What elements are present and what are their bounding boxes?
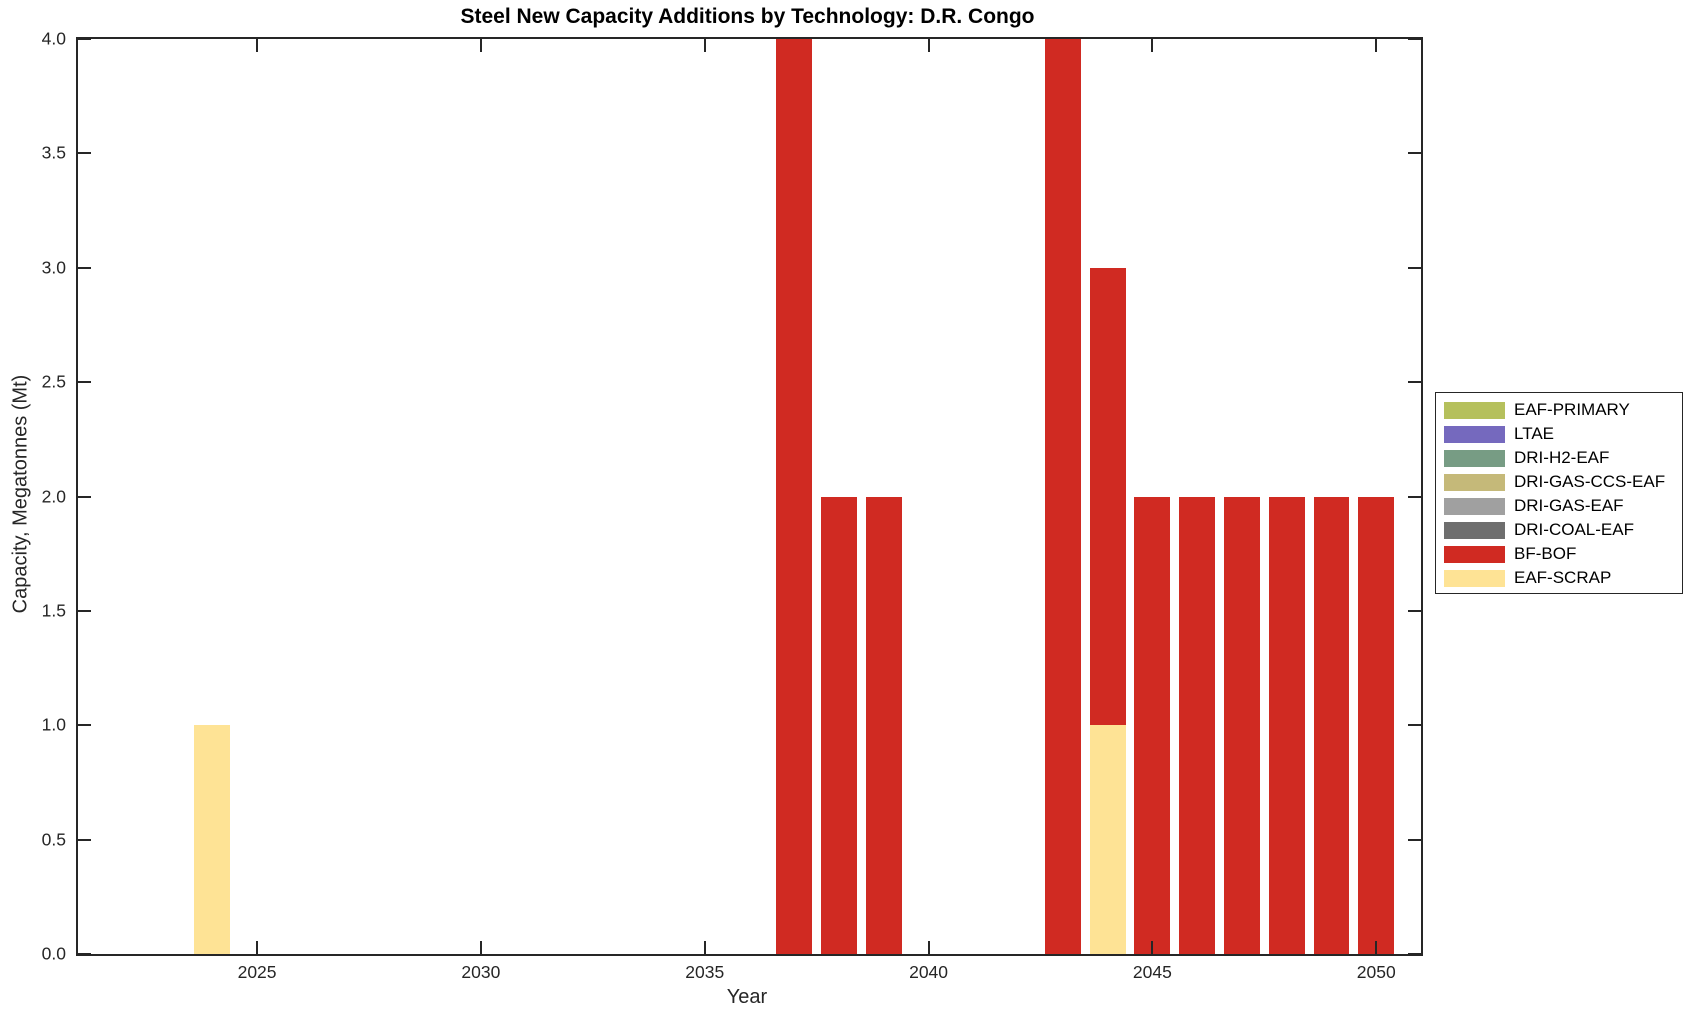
bar-segment-2043-bf-bof	[1044, 39, 1081, 954]
bar-segment-2044-bf-bof	[1089, 267, 1126, 726]
legend-item-dri-gas-eaf: DRI-GAS-EAF	[1436, 494, 1682, 518]
legend-item-ltae: LTAE	[1436, 422, 1682, 446]
y-tick-right-0.0	[1408, 953, 1421, 955]
x-tick-top-2045	[1151, 39, 1154, 52]
legend-swatch-dri-h2-eaf	[1444, 449, 1505, 467]
y-tick-label-2.5: 2.5	[41, 371, 66, 392]
y-tick-right-3.0	[1408, 266, 1421, 269]
y-tick-left-1.5	[78, 609, 91, 612]
legend-swatch-dri-gas-ccs-eaf	[1444, 473, 1505, 491]
y-tick-label-1.0: 1.0	[41, 714, 66, 735]
legend-label-bf-bof: BF-BOF	[1514, 544, 1577, 563]
legend-label-eaf-scrap: EAF-SCRAP	[1514, 568, 1612, 587]
chart-title: Steel New Capacity Additions by Technolo…	[460, 5, 1035, 28]
y-tick-left-3.5	[78, 152, 91, 155]
x-tick-label-2030: 2030	[461, 962, 501, 982]
bar-segment-2038-bf-bof	[821, 496, 857, 954]
legend-label-dri-coal-eaf: DRI-COAL-EAF	[1514, 520, 1634, 539]
legend-item-eaf-primary: EAF-PRIMARY	[1436, 398, 1682, 422]
bar-segment-2045-bf-bof	[1134, 496, 1171, 954]
x-tick-label-2040: 2040	[909, 962, 949, 982]
legend-label-dri-gas-ccs-eaf: DRI-GAS-CCS-EAF	[1514, 472, 1666, 491]
x-tick-bottom-2030	[479, 941, 482, 954]
x-tick-top-2035	[703, 39, 706, 52]
y-tick-right-2.0	[1408, 495, 1421, 498]
legend-label-dri-gas-eaf: DRI-GAS-EAF	[1514, 496, 1624, 515]
legend-item-dri-h2-eaf: DRI-H2-EAF	[1436, 446, 1682, 470]
legend-item-bf-bof: BF-BOF	[1436, 542, 1682, 566]
legend-item-dri-gas-ccs-eaf: DRI-GAS-CCS-EAF	[1436, 470, 1682, 494]
legend-swatch-bf-bof	[1444, 545, 1505, 563]
x-tick-label-2035: 2035	[685, 962, 725, 982]
bar-segment-2050-bf-bof	[1358, 496, 1395, 954]
x-tick-top-2025	[256, 39, 259, 52]
bar-segment-2044-eaf-scrap	[1089, 725, 1126, 954]
x-tick-top-2050	[1375, 39, 1378, 52]
x-tick-bottom-2045	[1151, 941, 1154, 954]
bar-segment-2047-bf-bof	[1224, 496, 1260, 954]
x-tick-label-2050: 2050	[1356, 962, 1396, 982]
legend-swatch-dri-coal-eaf	[1444, 521, 1505, 539]
y-tick-left-2.0	[78, 495, 91, 498]
bar-segment-2049-bf-bof	[1313, 496, 1350, 954]
legend-label-ltae: LTAE	[1514, 424, 1554, 443]
y-tick-left-3.0	[78, 266, 91, 269]
x-axis-label: Year	[726, 986, 768, 1008]
y-tick-label-4.0: 4.0	[41, 28, 66, 49]
legend-swatch-eaf-primary	[1444, 401, 1505, 419]
bar-segment-2048-bf-bof	[1268, 496, 1305, 954]
legend-item-dri-coal-eaf: DRI-COAL-EAF	[1436, 518, 1682, 542]
y-tick-label-1.5: 1.5	[41, 600, 66, 621]
x-tick-label-2045: 2045	[1132, 962, 1172, 982]
bar-segment-2046-bf-bof	[1179, 496, 1216, 954]
legend-item-eaf-scrap: EAF-SCRAP	[1436, 566, 1682, 590]
y-tick-right-1.0	[1408, 724, 1421, 727]
y-tick-label-0.5: 0.5	[41, 829, 66, 850]
y-tick-left-0.5	[78, 838, 91, 841]
legend-label-dri-h2-eaf: DRI-H2-EAF	[1514, 448, 1610, 467]
y-tick-label-3.0: 3.0	[41, 257, 66, 278]
y-tick-left-1.0	[78, 724, 91, 727]
y-axis-label: Capacity, Megatonnes (Mt)	[9, 374, 32, 614]
legend-box: EAF-PRIMARY LTAE DRI-H2-EAF DRI-GAS-CCS-EAF…	[1435, 392, 1683, 594]
x-tick-top-2040	[927, 39, 930, 52]
bar-segment-2037-bf-bof	[776, 39, 813, 954]
legend-swatch-eaf-scrap	[1444, 569, 1505, 587]
y-tick-right-4.0	[1408, 38, 1421, 40]
bar-segment-2039-bf-bof	[865, 496, 902, 954]
x-tick-label-2025: 2025	[237, 962, 277, 982]
y-tick-left-4.0	[78, 38, 91, 40]
y-tick-label-3.5: 3.5	[41, 142, 66, 163]
y-tick-label-0.0: 0.0	[41, 943, 66, 964]
y-tick-right-0.5	[1408, 838, 1421, 841]
y-tick-left-2.5	[78, 381, 91, 384]
x-tick-bottom-2040	[927, 941, 930, 954]
legend-swatch-dri-gas-eaf	[1444, 497, 1505, 515]
y-tick-left-0.0	[78, 953, 91, 955]
plot-area	[76, 37, 1423, 956]
x-tick-top-2030	[479, 39, 482, 52]
x-tick-bottom-2035	[703, 941, 706, 954]
y-tick-right-2.5	[1408, 381, 1421, 384]
x-tick-bottom-2025	[256, 941, 259, 954]
x-tick-bottom-2050	[1375, 941, 1378, 954]
y-tick-right-3.5	[1408, 152, 1421, 155]
y-tick-right-1.5	[1408, 609, 1421, 612]
legend-swatch-ltae	[1444, 425, 1505, 443]
y-tick-label-2.0: 2.0	[41, 486, 66, 506]
legend-label-eaf-primary: EAF-PRIMARY	[1514, 400, 1630, 419]
bar-segment-2024-eaf-scrap	[194, 725, 231, 954]
